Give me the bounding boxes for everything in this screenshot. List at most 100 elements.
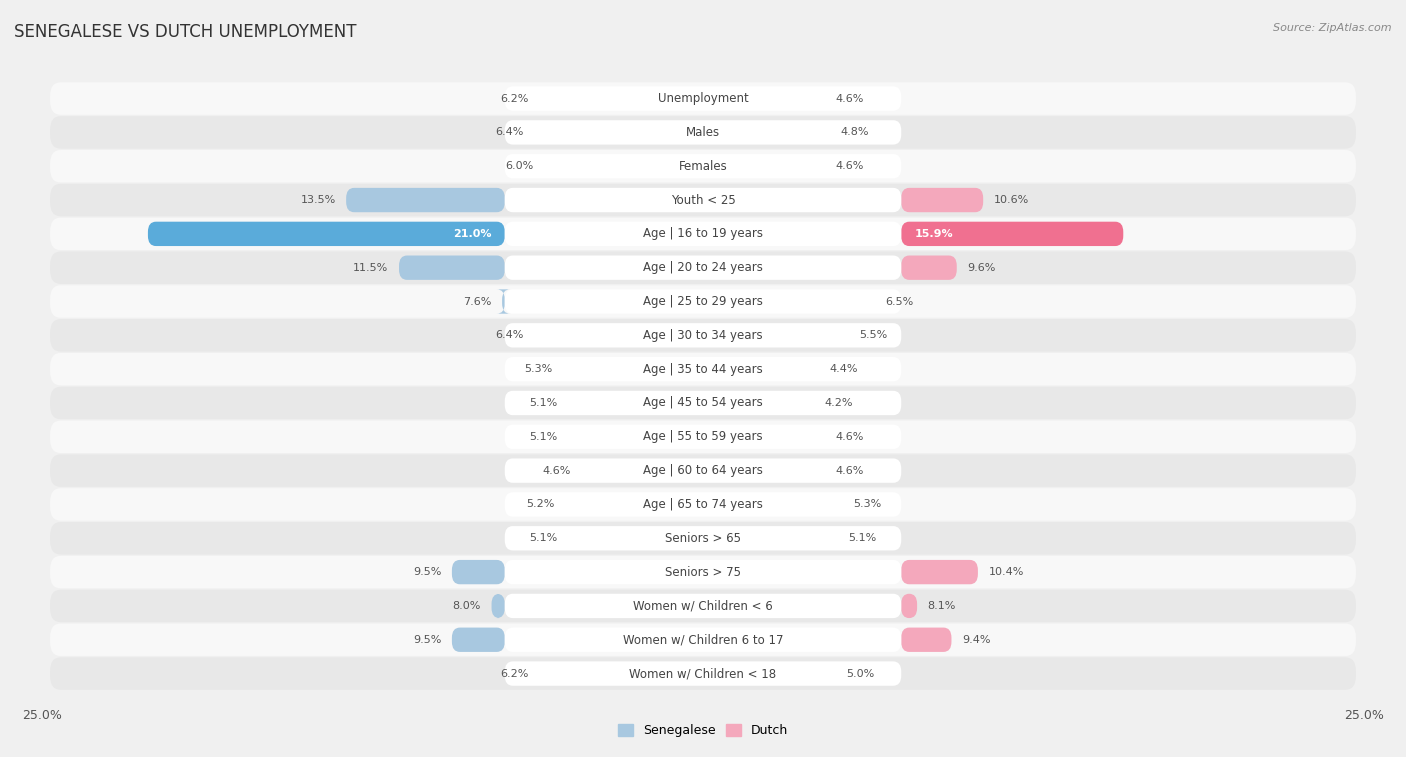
Text: Age | 20 to 24 years: Age | 20 to 24 years bbox=[643, 261, 763, 274]
Text: 4.6%: 4.6% bbox=[835, 161, 863, 171]
FancyBboxPatch shape bbox=[51, 387, 1355, 419]
FancyBboxPatch shape bbox=[505, 357, 901, 382]
Text: 5.1%: 5.1% bbox=[848, 533, 876, 544]
Text: Unemployment: Unemployment bbox=[658, 92, 748, 105]
Text: Source: ZipAtlas.com: Source: ZipAtlas.com bbox=[1274, 23, 1392, 33]
Text: Age | 30 to 34 years: Age | 30 to 34 years bbox=[643, 329, 763, 342]
FancyBboxPatch shape bbox=[451, 560, 505, 584]
Text: 8.1%: 8.1% bbox=[928, 601, 956, 611]
Text: Youth < 25: Youth < 25 bbox=[671, 194, 735, 207]
Text: 8.0%: 8.0% bbox=[453, 601, 481, 611]
FancyBboxPatch shape bbox=[51, 556, 1355, 588]
Text: 6.4%: 6.4% bbox=[495, 127, 523, 137]
Text: 5.3%: 5.3% bbox=[853, 500, 882, 509]
FancyBboxPatch shape bbox=[505, 593, 901, 618]
Text: Age | 45 to 54 years: Age | 45 to 54 years bbox=[643, 397, 763, 410]
Text: 6.2%: 6.2% bbox=[501, 668, 529, 678]
Text: 5.1%: 5.1% bbox=[530, 533, 558, 544]
FancyBboxPatch shape bbox=[901, 628, 952, 652]
Text: Males: Males bbox=[686, 126, 720, 139]
Text: 13.5%: 13.5% bbox=[301, 195, 336, 205]
FancyBboxPatch shape bbox=[901, 222, 1123, 246]
Text: Age | 25 to 29 years: Age | 25 to 29 years bbox=[643, 295, 763, 308]
FancyBboxPatch shape bbox=[51, 522, 1355, 555]
Legend: Senegalese, Dutch: Senegalese, Dutch bbox=[613, 719, 793, 743]
FancyBboxPatch shape bbox=[51, 285, 1355, 318]
Text: 10.6%: 10.6% bbox=[994, 195, 1029, 205]
FancyBboxPatch shape bbox=[51, 116, 1355, 148]
Text: 9.5%: 9.5% bbox=[413, 635, 441, 645]
FancyBboxPatch shape bbox=[492, 593, 505, 618]
FancyBboxPatch shape bbox=[51, 454, 1355, 487]
Text: 4.6%: 4.6% bbox=[835, 466, 863, 475]
Text: 4.4%: 4.4% bbox=[830, 364, 859, 374]
Text: 5.1%: 5.1% bbox=[530, 431, 558, 442]
FancyBboxPatch shape bbox=[505, 391, 901, 415]
Text: 4.6%: 4.6% bbox=[835, 94, 863, 104]
Text: Women w/ Children < 18: Women w/ Children < 18 bbox=[630, 667, 776, 680]
Text: Age | 60 to 64 years: Age | 60 to 64 years bbox=[643, 464, 763, 477]
FancyBboxPatch shape bbox=[51, 251, 1355, 284]
FancyBboxPatch shape bbox=[505, 154, 901, 179]
FancyBboxPatch shape bbox=[505, 492, 901, 516]
FancyBboxPatch shape bbox=[51, 184, 1355, 217]
Text: 9.4%: 9.4% bbox=[962, 635, 991, 645]
FancyBboxPatch shape bbox=[505, 289, 901, 313]
FancyBboxPatch shape bbox=[505, 425, 901, 449]
Text: Age | 55 to 59 years: Age | 55 to 59 years bbox=[643, 430, 763, 444]
Text: 6.4%: 6.4% bbox=[495, 330, 523, 341]
Text: SENEGALESE VS DUTCH UNEMPLOYMENT: SENEGALESE VS DUTCH UNEMPLOYMENT bbox=[14, 23, 357, 41]
FancyBboxPatch shape bbox=[51, 488, 1355, 521]
FancyBboxPatch shape bbox=[346, 188, 505, 212]
FancyBboxPatch shape bbox=[51, 624, 1355, 656]
Text: 7.6%: 7.6% bbox=[463, 297, 492, 307]
Text: 4.6%: 4.6% bbox=[543, 466, 571, 475]
Text: Age | 35 to 44 years: Age | 35 to 44 years bbox=[643, 363, 763, 375]
FancyBboxPatch shape bbox=[505, 256, 901, 280]
Text: 5.5%: 5.5% bbox=[859, 330, 887, 341]
Text: 5.2%: 5.2% bbox=[527, 500, 555, 509]
Text: 6.0%: 6.0% bbox=[506, 161, 534, 171]
Text: 11.5%: 11.5% bbox=[353, 263, 388, 273]
Text: 5.3%: 5.3% bbox=[524, 364, 553, 374]
Text: 9.5%: 9.5% bbox=[413, 567, 441, 577]
FancyBboxPatch shape bbox=[496, 289, 510, 313]
FancyBboxPatch shape bbox=[451, 628, 505, 652]
FancyBboxPatch shape bbox=[505, 86, 901, 111]
Text: Women w/ Children 6 to 17: Women w/ Children 6 to 17 bbox=[623, 634, 783, 646]
FancyBboxPatch shape bbox=[51, 217, 1355, 250]
Text: 5.0%: 5.0% bbox=[846, 668, 875, 678]
Text: Seniors > 75: Seniors > 75 bbox=[665, 565, 741, 578]
FancyBboxPatch shape bbox=[51, 83, 1355, 115]
Text: 5.1%: 5.1% bbox=[530, 398, 558, 408]
Text: 21.0%: 21.0% bbox=[453, 229, 492, 239]
FancyBboxPatch shape bbox=[505, 222, 901, 246]
Text: 9.6%: 9.6% bbox=[967, 263, 995, 273]
Text: 4.6%: 4.6% bbox=[835, 431, 863, 442]
FancyBboxPatch shape bbox=[505, 628, 901, 652]
FancyBboxPatch shape bbox=[51, 657, 1355, 690]
Text: Women w/ Children < 6: Women w/ Children < 6 bbox=[633, 600, 773, 612]
Text: 10.4%: 10.4% bbox=[988, 567, 1024, 577]
FancyBboxPatch shape bbox=[505, 188, 901, 212]
FancyBboxPatch shape bbox=[505, 526, 901, 550]
FancyBboxPatch shape bbox=[901, 256, 956, 280]
FancyBboxPatch shape bbox=[505, 560, 901, 584]
Text: 4.2%: 4.2% bbox=[824, 398, 853, 408]
FancyBboxPatch shape bbox=[51, 353, 1355, 385]
Text: Age | 65 to 74 years: Age | 65 to 74 years bbox=[643, 498, 763, 511]
FancyBboxPatch shape bbox=[901, 593, 917, 618]
Text: Age | 16 to 19 years: Age | 16 to 19 years bbox=[643, 227, 763, 241]
FancyBboxPatch shape bbox=[505, 459, 901, 483]
FancyBboxPatch shape bbox=[901, 188, 983, 212]
FancyBboxPatch shape bbox=[901, 560, 979, 584]
FancyBboxPatch shape bbox=[51, 150, 1355, 182]
Text: 6.2%: 6.2% bbox=[501, 94, 529, 104]
Text: 4.8%: 4.8% bbox=[841, 127, 869, 137]
Text: 6.5%: 6.5% bbox=[886, 297, 914, 307]
FancyBboxPatch shape bbox=[51, 421, 1355, 453]
FancyBboxPatch shape bbox=[505, 662, 901, 686]
Text: 15.9%: 15.9% bbox=[914, 229, 953, 239]
FancyBboxPatch shape bbox=[148, 222, 505, 246]
FancyBboxPatch shape bbox=[505, 120, 901, 145]
